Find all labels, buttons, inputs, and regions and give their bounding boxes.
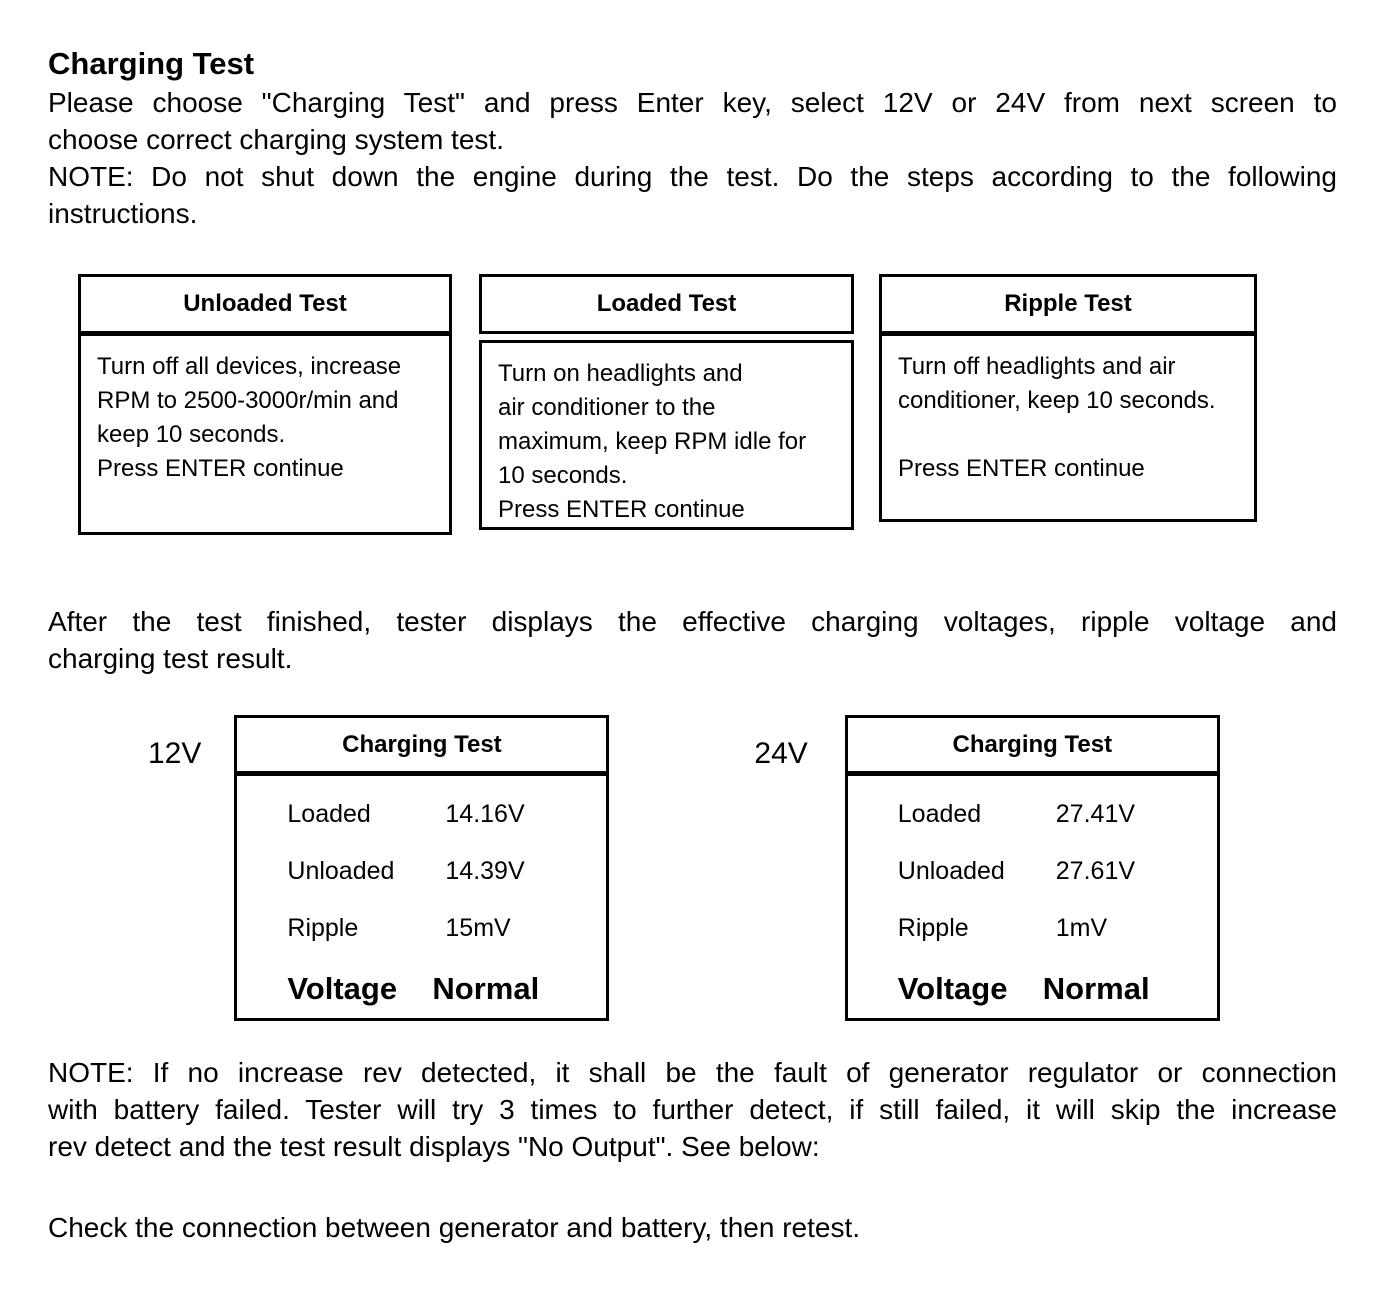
result-status-row: Voltage Normal bbox=[898, 971, 1217, 1007]
note-top-paragraph: NOTE: Do not shut down the engine during… bbox=[48, 158, 1337, 232]
loaded-test-line: maximum, keep RPM idle for bbox=[498, 428, 807, 455]
result-status-value: Normal bbox=[1042, 971, 1150, 1006]
ripple-test-box: Ripple Test Turn off headlights and air … bbox=[879, 274, 1257, 522]
result-row-loaded: Loaded 14.16V bbox=[287, 800, 606, 829]
result-screen-12v-title: Charging Test bbox=[237, 718, 607, 776]
unloaded-test-line: Turn off all devices, increase bbox=[97, 353, 402, 380]
document-page: Charging Test Please choose "Charging Te… bbox=[48, 46, 1337, 1246]
result-row-name: Ripple bbox=[287, 914, 359, 942]
ripple-test-box-title: Ripple Test bbox=[879, 274, 1257, 334]
ripple-test-line: Turn off headlights and air bbox=[898, 353, 1176, 380]
note-top-line-2: instructions. bbox=[48, 198, 198, 229]
unloaded-test-line: Press ENTER continue bbox=[97, 455, 344, 482]
check-connection-paragraph: Check the connection between generator a… bbox=[48, 1209, 1337, 1246]
voltage-label-12v: 12V bbox=[148, 737, 202, 770]
result-row-ripple: Ripple 1mV bbox=[898, 914, 1217, 943]
after-test-line-2: charging test result. bbox=[48, 643, 293, 674]
note-top-line-1: NOTE: Do not shut down the engine during… bbox=[48, 161, 1337, 192]
result-row-value: 1mV bbox=[1055, 914, 1108, 942]
loaded-test-line: Turn on headlights and bbox=[498, 360, 743, 387]
loaded-test-box-body: Turn on headlights and air conditioner t… bbox=[479, 340, 854, 530]
loaded-test-line: 10 seconds. bbox=[498, 462, 628, 489]
intro-line-2: choose correct charging system test. bbox=[48, 124, 504, 155]
page-title: Charging Test bbox=[48, 46, 255, 81]
ripple-test-line bbox=[898, 418, 1240, 452]
unloaded-test-box-body: Turn off all devices, increase RPM to 25… bbox=[78, 331, 452, 535]
unloaded-test-line: RPM to 2500-3000r/min and bbox=[97, 387, 399, 414]
unloaded-test-box-title: Unloaded Test bbox=[78, 274, 452, 334]
note-bottom-line-3: rev detect and the test result displays … bbox=[48, 1131, 820, 1162]
note-bottom-paragraph: NOTE: If no increase rev detected, it sh… bbox=[48, 1054, 1337, 1165]
result-screen-12v-body: Loaded 14.16V Unloaded 14.39V Ripple 15m… bbox=[237, 776, 606, 1007]
results-row: 12V Charging Test Loaded 14.16V Unloaded… bbox=[48, 715, 1337, 1021]
after-test-line-1: After the test finished, tester displays… bbox=[48, 606, 1337, 637]
voltage-label-24v: 24V bbox=[754, 737, 808, 770]
loaded-test-box-title: Loaded Test bbox=[479, 274, 854, 334]
loaded-test-line: air conditioner to the bbox=[498, 394, 716, 421]
ripple-test-line: conditioner, keep 10 seconds. bbox=[898, 387, 1216, 414]
result-row-name: Unloaded bbox=[287, 857, 395, 885]
result-row-value: 15mV bbox=[445, 914, 511, 942]
result-row-value: 27.41V bbox=[1055, 800, 1136, 828]
instruction-boxes-row: Unloaded Test Turn off all devices, incr… bbox=[78, 274, 1337, 535]
result-screen-24v-body: Loaded 27.41V Unloaded 27.61V Ripple 1mV… bbox=[848, 776, 1217, 1007]
result-row-value: 27.61V bbox=[1055, 857, 1136, 885]
result-status-name: Voltage bbox=[897, 971, 1008, 1006]
intro-line-1: Please choose "Charging Test" and press … bbox=[48, 87, 1337, 118]
result-screen-12v: Charging Test Loaded 14.16V Unloaded 14.… bbox=[234, 715, 610, 1021]
result-status-value: Normal bbox=[432, 971, 540, 1006]
note-bottom-line-2: with battery failed. Tester will try 3 t… bbox=[48, 1094, 1337, 1125]
result-status-name: Voltage bbox=[287, 971, 398, 1006]
check-connection-line: Check the connection between generator a… bbox=[48, 1212, 860, 1243]
loaded-test-box: Loaded Test Turn on headlights and air c… bbox=[479, 274, 854, 530]
unloaded-test-line: keep 10 seconds. bbox=[97, 421, 286, 448]
ripple-test-box-body: Turn off headlights and air conditioner,… bbox=[879, 331, 1257, 522]
result-row-value: 14.16V bbox=[445, 800, 525, 828]
result-row-loaded: Loaded 27.41V bbox=[898, 800, 1217, 829]
result-row-name: Loaded bbox=[287, 800, 371, 828]
result-row-name: Unloaded bbox=[897, 857, 1005, 885]
note-bottom-line-1: NOTE: If no increase rev detected, it sh… bbox=[48, 1057, 1337, 1088]
result-row-ripple: Ripple 15mV bbox=[287, 914, 606, 943]
result-row-name: Ripple bbox=[897, 914, 969, 942]
result-row-name: Loaded bbox=[897, 800, 982, 828]
result-screen-24v-title: Charging Test bbox=[847, 718, 1217, 776]
after-test-paragraph: After the test finished, tester displays… bbox=[48, 603, 1337, 677]
ripple-test-line: Press ENTER continue bbox=[898, 455, 1145, 482]
intro-paragraph: Please choose "Charging Test" and press … bbox=[48, 84, 1337, 158]
result-row-unloaded: Unloaded 27.61V bbox=[898, 857, 1217, 886]
result-row-unloaded: Unloaded 14.39V bbox=[287, 857, 606, 886]
result-row-value: 14.39V bbox=[445, 857, 525, 885]
result-screen-24v: Charging Test Loaded 27.41V Unloaded 27.… bbox=[844, 715, 1220, 1021]
result-status-row: Voltage Normal bbox=[287, 971, 606, 1007]
loaded-test-line: Press ENTER continue bbox=[498, 496, 745, 523]
unloaded-test-box: Unloaded Test Turn off all devices, incr… bbox=[78, 274, 452, 535]
